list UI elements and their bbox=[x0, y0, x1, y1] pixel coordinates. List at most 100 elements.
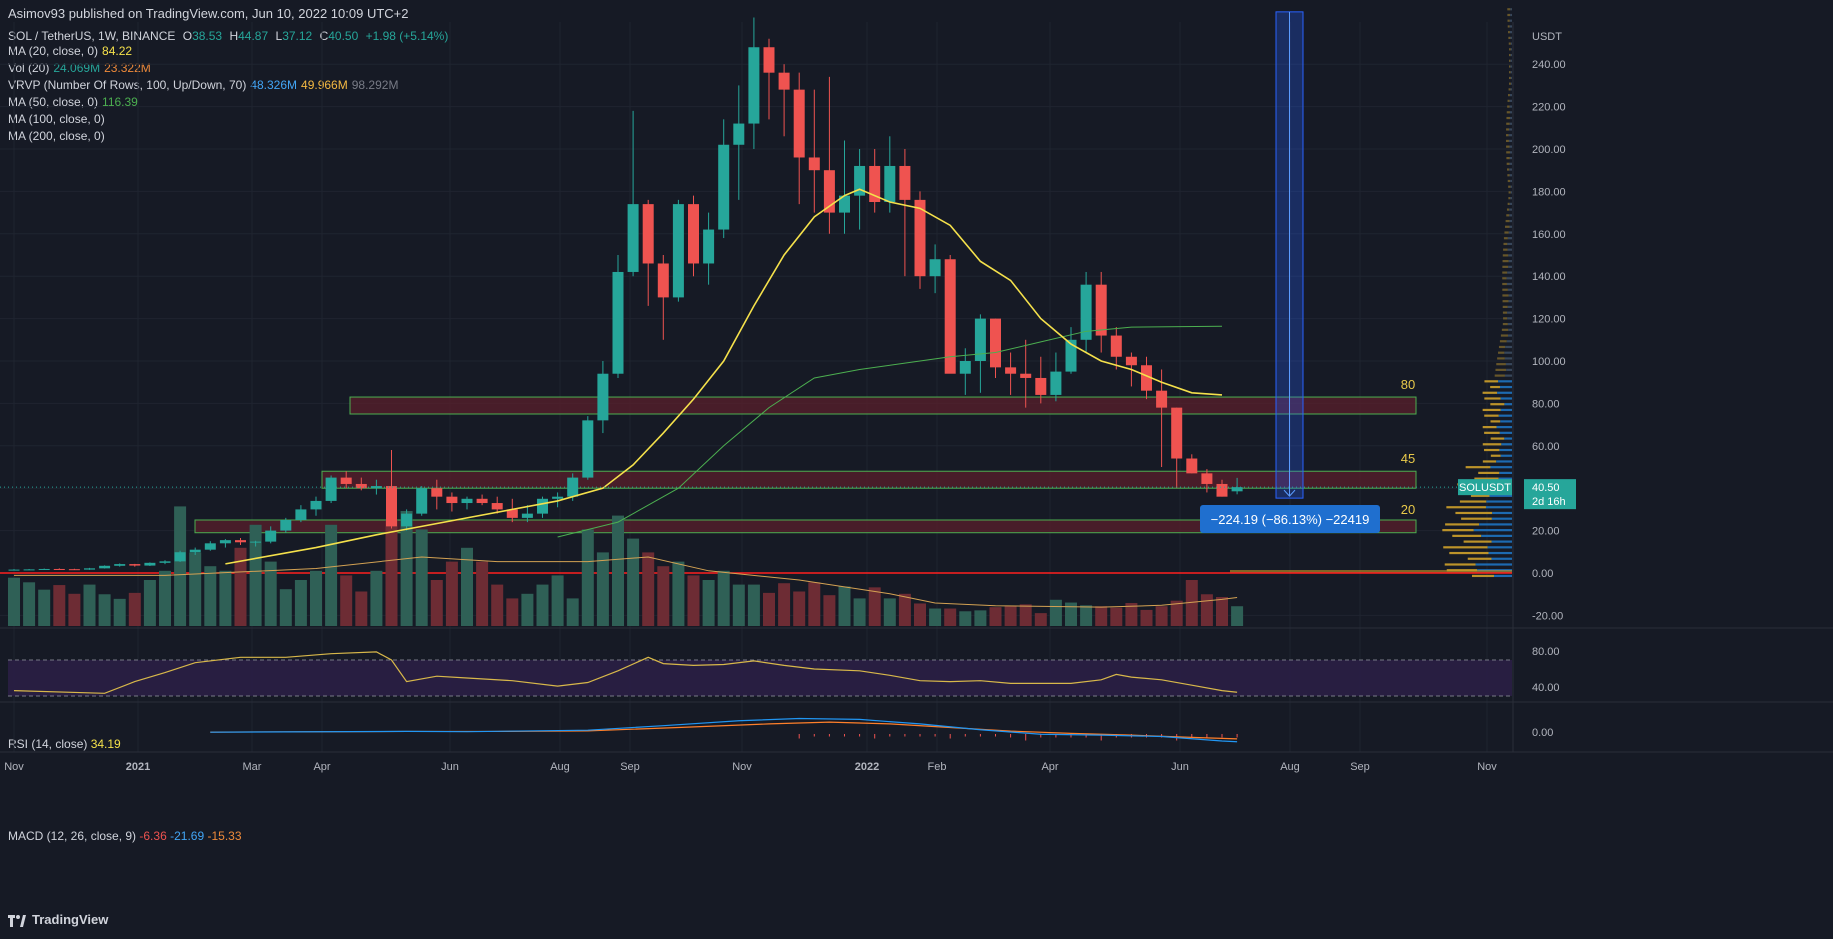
macd-tick-label: 0.00 bbox=[1532, 727, 1553, 739]
vp-down bbox=[1506, 208, 1510, 211]
candle-body bbox=[325, 477, 337, 501]
legend-ma50[interactable]: MA (50, close, 0) 116.39 bbox=[8, 95, 142, 109]
macd-legend[interactable]: MACD (12, 26, close, 9) -6.36 -21.69 -15… bbox=[8, 829, 242, 843]
vp-up bbox=[1510, 8, 1512, 11]
volume-bar bbox=[657, 566, 670, 626]
candle-body bbox=[8, 569, 20, 571]
candle-body bbox=[355, 483, 367, 489]
candle-body bbox=[1065, 339, 1077, 372]
vp-up bbox=[1506, 277, 1512, 280]
vp-up bbox=[1509, 122, 1512, 125]
zone-80 bbox=[349, 396, 1417, 415]
volume-bar bbox=[23, 582, 36, 626]
volume-bar bbox=[491, 584, 504, 626]
candle-body bbox=[431, 488, 443, 497]
vp-up bbox=[1500, 408, 1512, 412]
legend-ma200[interactable]: MA (200, close, 0) bbox=[8, 129, 109, 143]
vp-down bbox=[1465, 466, 1491, 469]
vp-up bbox=[1508, 231, 1512, 234]
vp-down bbox=[1444, 563, 1476, 566]
candle-body bbox=[461, 498, 473, 504]
rsi-value: 34.19 bbox=[90, 737, 121, 751]
measure-label-box bbox=[1200, 505, 1380, 533]
candle-body bbox=[386, 486, 397, 527]
time-tick-label: Aug bbox=[550, 761, 570, 773]
vp-up bbox=[1510, 76, 1512, 80]
price-tick-label: 120.00 bbox=[1532, 314, 1566, 326]
rsi-line bbox=[13, 651, 1238, 694]
zone-20 bbox=[194, 519, 1417, 534]
vp-up bbox=[1510, 53, 1512, 57]
vp-down bbox=[1502, 300, 1509, 303]
legend-symbol: SOL / TetherUS, 1W, BINANCE bbox=[8, 29, 176, 43]
vp-down bbox=[1502, 305, 1508, 309]
vp-up bbox=[1509, 219, 1512, 223]
volume-bar bbox=[868, 587, 881, 626]
vp-up bbox=[1475, 563, 1512, 566]
candle-body bbox=[265, 530, 277, 542]
candle-body bbox=[1005, 367, 1017, 374]
vp-down bbox=[1472, 574, 1494, 578]
vp-down bbox=[1509, 48, 1511, 51]
candle-body bbox=[974, 318, 986, 361]
vp-down bbox=[1490, 420, 1501, 423]
macd-v3: -15.33 bbox=[207, 829, 242, 843]
vp-down bbox=[1484, 448, 1500, 452]
candle-body bbox=[416, 488, 428, 514]
vp-up bbox=[1509, 19, 1512, 22]
vp-down bbox=[1502, 311, 1508, 314]
vp-up bbox=[1510, 65, 1512, 68]
price-tick-label: 80.00 bbox=[1532, 398, 1560, 410]
volume-bar bbox=[717, 570, 730, 626]
vp-down bbox=[1508, 31, 1510, 34]
volume-bar bbox=[732, 584, 745, 626]
volume-bar bbox=[1216, 597, 1228, 626]
legend-ma20[interactable]: MA (20, close, 0) 84.22 bbox=[8, 44, 136, 58]
candle-body bbox=[672, 204, 684, 298]
candle-body bbox=[914, 199, 926, 277]
vp-up bbox=[1509, 174, 1512, 177]
vp-up bbox=[1508, 260, 1512, 263]
volume-bar bbox=[310, 570, 322, 626]
vp-up bbox=[1506, 368, 1512, 371]
candle-body bbox=[23, 569, 35, 571]
vp-down bbox=[1497, 357, 1505, 360]
time-tick-label: 2021 bbox=[126, 761, 150, 773]
measure-tool[interactable]: −224.19 (−86.13%) −22419 bbox=[1200, 11, 1380, 533]
volume-bar bbox=[929, 608, 942, 626]
legend-vrvp[interactable]: VRVP (Number Of Rows, 100, Up/Down, 70) 4… bbox=[8, 78, 402, 92]
candle-body bbox=[793, 89, 805, 158]
vp-down bbox=[1498, 351, 1505, 354]
volume-bar bbox=[627, 538, 640, 626]
vp-down bbox=[1482, 391, 1498, 394]
vp-up bbox=[1488, 551, 1512, 555]
vp-up bbox=[1507, 271, 1512, 274]
time-tick-label: Apr bbox=[313, 761, 330, 773]
ma200-label: MA (200, close, 0) bbox=[8, 129, 105, 143]
vp-up bbox=[1491, 540, 1512, 543]
vp-up bbox=[1507, 322, 1512, 326]
vp-up bbox=[1509, 156, 1512, 160]
legend-ma100[interactable]: MA (100, close, 0) bbox=[8, 112, 109, 126]
ohlc-change: +1.98 (+5.14%) bbox=[365, 29, 449, 43]
vp-down bbox=[1490, 385, 1500, 389]
candle-body bbox=[99, 565, 111, 569]
vp-down bbox=[1506, 151, 1510, 154]
volume-bar bbox=[747, 584, 760, 626]
vp-up bbox=[1498, 380, 1512, 383]
volume-bar bbox=[702, 580, 715, 626]
vp-down bbox=[1502, 254, 1509, 257]
candle-body bbox=[899, 165, 911, 200]
volume-bar bbox=[898, 593, 911, 626]
rsi-legend[interactable]: RSI (14, close) 34.19 bbox=[8, 737, 121, 751]
vp-up bbox=[1507, 242, 1512, 246]
volume-bar bbox=[370, 570, 383, 626]
volume-bar bbox=[1095, 606, 1108, 626]
candle-body bbox=[1095, 284, 1107, 336]
candle-body bbox=[521, 513, 533, 518]
time-tick-label: Feb bbox=[928, 761, 947, 773]
vp-up bbox=[1498, 477, 1512, 480]
vp-down bbox=[1505, 134, 1509, 137]
candle-body bbox=[174, 552, 186, 562]
